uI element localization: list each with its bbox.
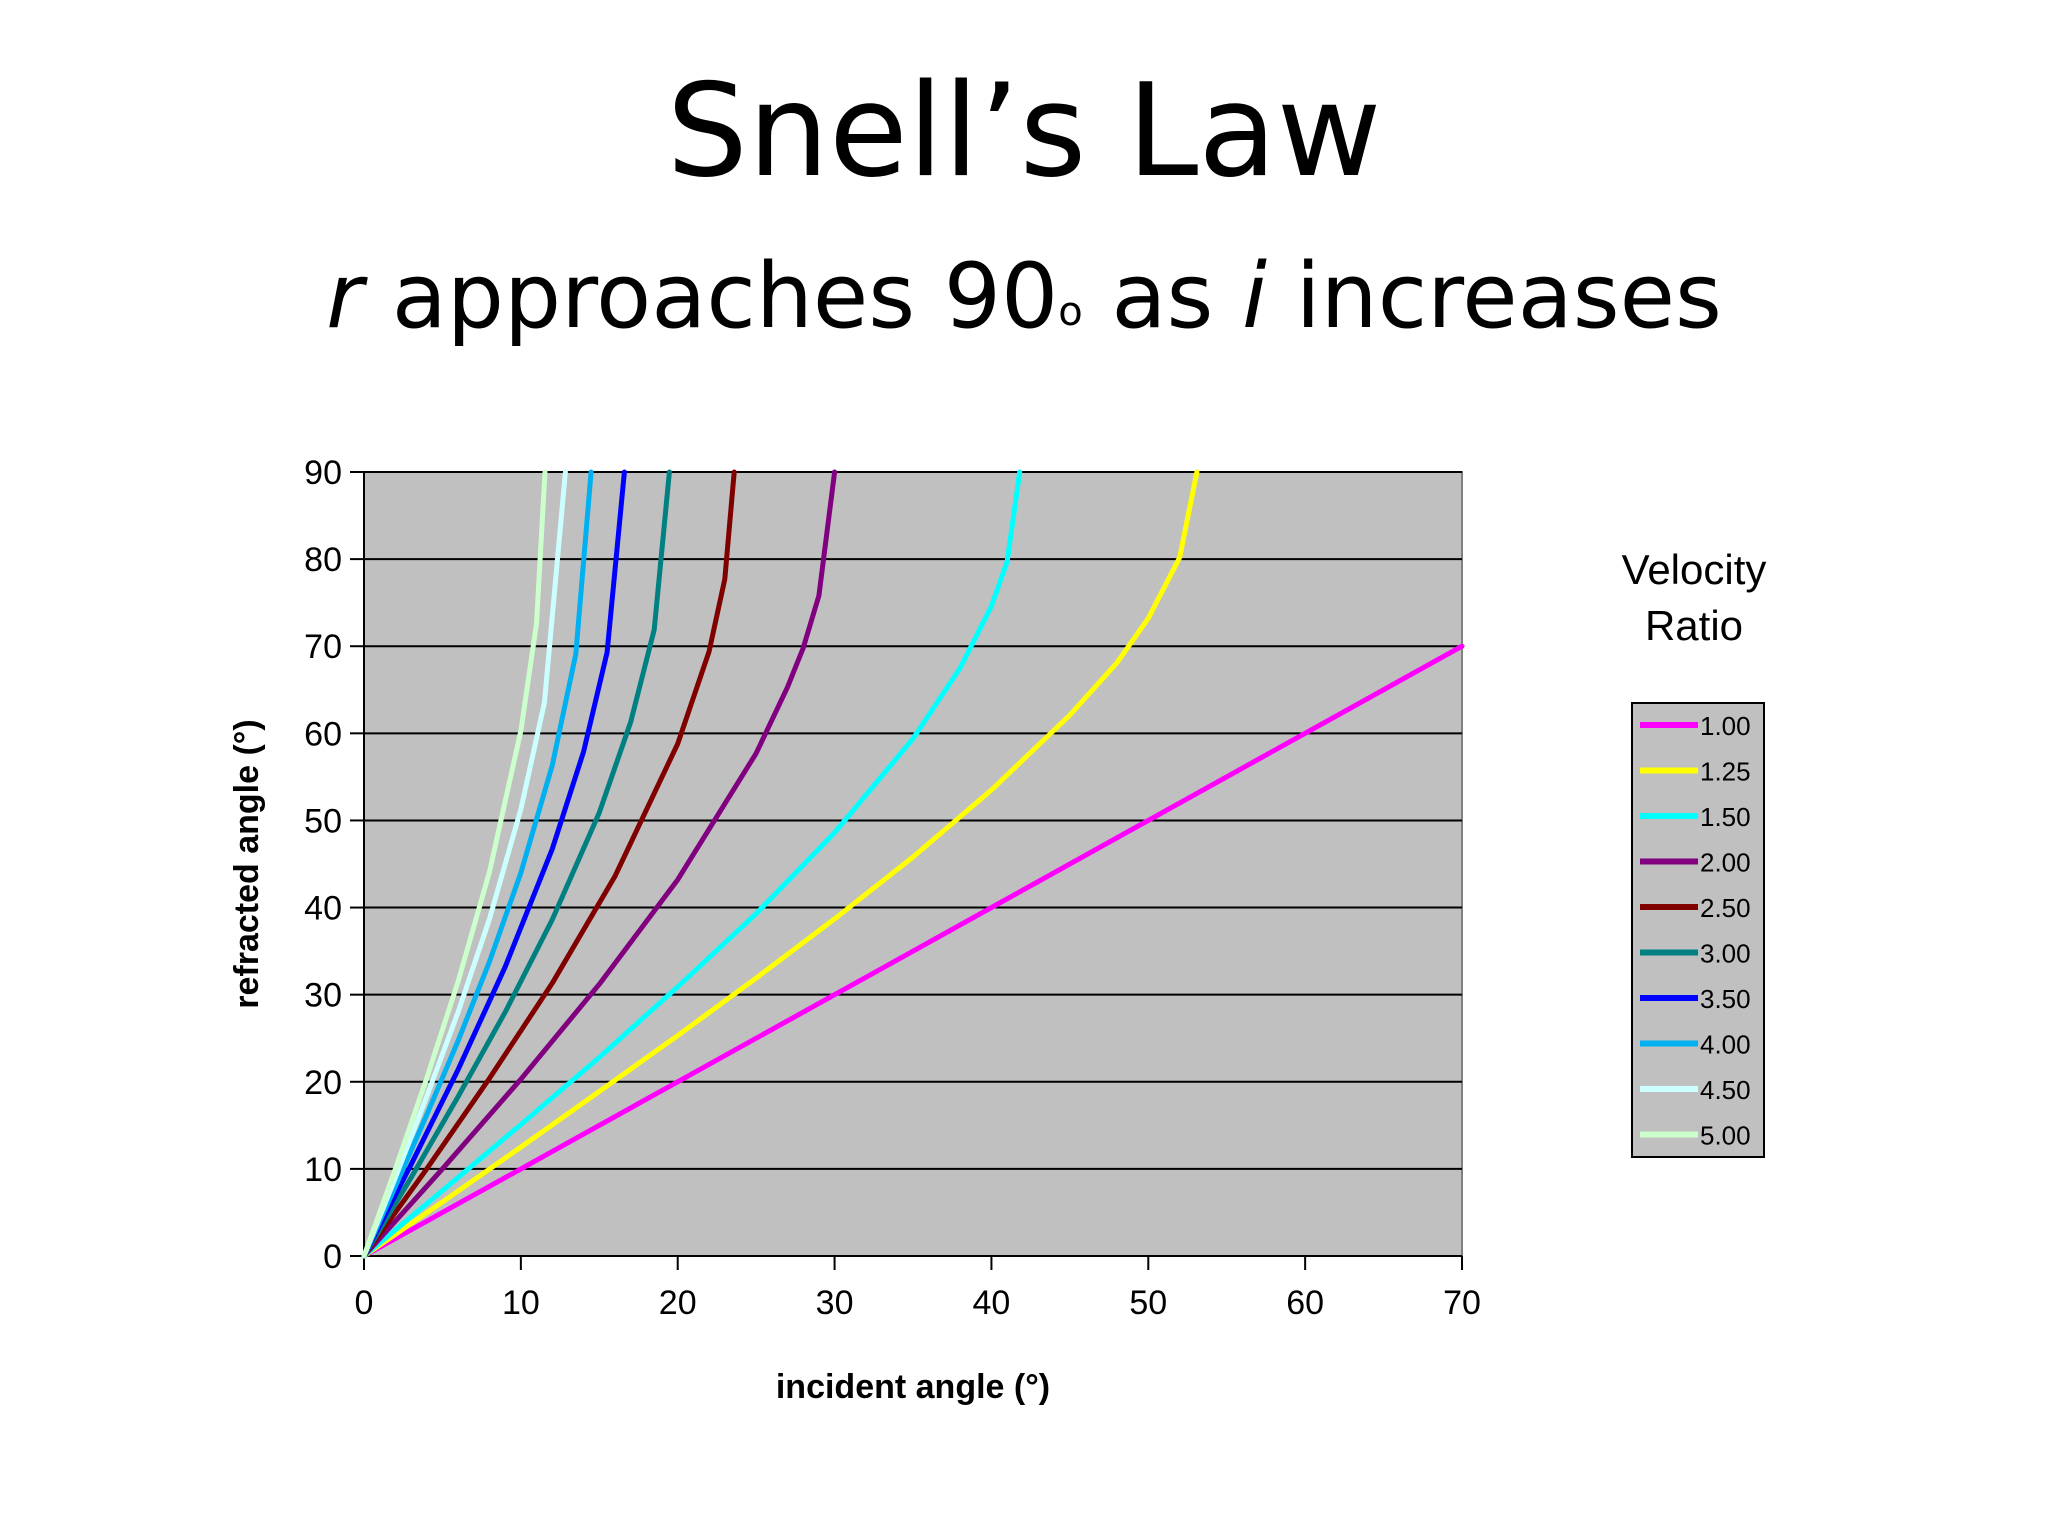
- legend-title-line2: Ratio: [1645, 602, 1743, 649]
- x-tick-label: 70: [1443, 1284, 1481, 1322]
- series-line-1.50: [361, 469, 1023, 1259]
- y-axis-label: refracted angle (°): [228, 719, 266, 1008]
- y-tick-label: 0: [323, 1238, 342, 1276]
- series-line-3.50: [361, 469, 627, 1259]
- series-line-5.00: [361, 469, 548, 1259]
- legend-label: 1.50: [1700, 802, 1751, 832]
- x-tick-label: 50: [1129, 1284, 1167, 1322]
- x-tick-label: 40: [973, 1284, 1011, 1322]
- subtitle-var-i: i: [1242, 244, 1268, 349]
- series-line-1.25: [361, 469, 1200, 1259]
- x-tick-label: 20: [659, 1284, 697, 1322]
- y-tick-label: 20: [304, 1064, 342, 1102]
- x-axis-label: incident angle (°): [776, 1368, 1050, 1406]
- subtitle-degree-sup: o: [1058, 289, 1083, 335]
- axes: 0 10 20 30 40 50 60 70 80 90 0 10 20 30 40 50 60 70: [304, 454, 1481, 1322]
- series-line-3.00: [361, 469, 672, 1259]
- series-line-2.50: [361, 469, 737, 1259]
- series-line-2.00: [361, 469, 838, 1259]
- legend: 1.00 1.25 1.50 2.00 2.50 3.00 3.50 4.00 4.50 5.00: [1631, 702, 1765, 1158]
- y-tick-label: 60: [304, 715, 342, 753]
- y-tick-label: 50: [304, 802, 342, 840]
- x-tick-label: 60: [1286, 1284, 1324, 1322]
- legend-label: 3.50: [1700, 984, 1751, 1014]
- subtitle-var-r: r: [326, 244, 364, 349]
- series-line-4.50: [361, 469, 568, 1259]
- subtitle-text-b: as: [1082, 244, 1243, 349]
- series-line-1.00: [361, 643, 1465, 1259]
- legend-label: 2.50: [1700, 893, 1751, 923]
- y-tick-label: 10: [304, 1151, 342, 1189]
- slide-title: Snell’s Law: [666, 57, 1382, 206]
- x-tick-label: 30: [816, 1284, 854, 1322]
- y-tick-label: 30: [304, 977, 342, 1015]
- series-lines: [361, 469, 1465, 1259]
- plot-area: [363, 471, 1463, 1257]
- legend-label: 3.00: [1700, 939, 1751, 969]
- legend-label: 4.00: [1700, 1030, 1751, 1060]
- y-tick-label: 40: [304, 890, 342, 928]
- legend-label: 4.50: [1700, 1075, 1751, 1105]
- series-line-4.00: [361, 469, 594, 1259]
- legend-box: [1631, 702, 1765, 1158]
- x-tick-label: 0: [355, 1284, 374, 1322]
- legend-label: 5.00: [1700, 1121, 1751, 1151]
- subtitle-text-a: approaches 90: [363, 244, 1059, 349]
- legend-label: 1.00: [1700, 711, 1751, 741]
- legend-label: 1.25: [1700, 757, 1751, 787]
- legend-title-line1: Velocity: [1622, 546, 1767, 593]
- slide-subtitle: r approaches 90o as i increases: [0, 242, 2048, 369]
- subtitle-text-c: increases: [1267, 244, 1722, 349]
- y-tick-label: 80: [304, 541, 342, 579]
- y-tick-label: 70: [304, 628, 342, 666]
- legend-label: 2.00: [1700, 848, 1751, 878]
- x-tick-label: 10: [502, 1284, 540, 1322]
- y-tick-label: 90: [304, 454, 342, 492]
